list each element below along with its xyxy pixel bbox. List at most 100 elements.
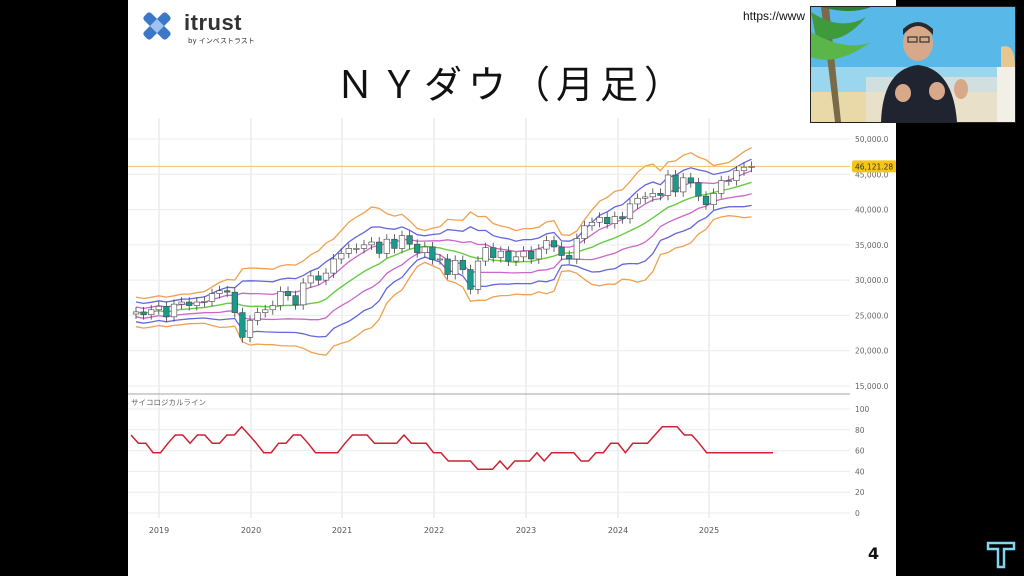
channel-t-icon (986, 541, 1016, 569)
x-tick-label: 2019 (149, 526, 169, 535)
candle-body (269, 305, 276, 311)
candle-body (452, 260, 459, 275)
band-1sigma-upper (135, 170, 752, 310)
candle-body (573, 238, 580, 260)
candle-body (300, 282, 307, 306)
candle-body (353, 248, 360, 250)
indicator-y-tick: 0 (855, 509, 860, 518)
candle-body (292, 295, 299, 306)
slide: itrust by インベストラスト https://www ＮＹダウ（月足） … (128, 0, 896, 576)
candle-body (224, 290, 231, 293)
candle-body (710, 193, 717, 205)
itrust-logo: itrust by インベストラスト (136, 6, 256, 46)
candle-body (535, 248, 542, 260)
candle-body (687, 177, 694, 184)
presenter-webcam (810, 6, 1016, 123)
candle-body (596, 217, 603, 223)
candle-body (497, 250, 504, 258)
candle-body (512, 256, 520, 262)
candle-body (558, 246, 565, 256)
candle-body (239, 312, 246, 338)
candle-body (277, 291, 284, 306)
candle-body (702, 195, 710, 205)
candle-body (528, 250, 535, 260)
candle-body (193, 301, 200, 306)
dow-monthly-chart: 2019 2020 2021 2022 2023 2024 2025 50,000.0 45,0… (128, 118, 896, 538)
candle-body (474, 260, 482, 290)
candle-body (566, 255, 573, 260)
indicator-title: サイコロジカルライン (131, 398, 206, 407)
brand-name: itrust (184, 10, 242, 35)
candle-body (725, 180, 732, 182)
candle-body (262, 309, 269, 313)
candle-body (436, 258, 444, 261)
candle-body (733, 170, 740, 181)
indicator-y-tick: 20 (855, 488, 865, 497)
band-3sigma-lower (135, 215, 752, 356)
candle-body (170, 303, 178, 318)
candle-body (550, 240, 558, 248)
candle-body (467, 269, 474, 290)
candle-body (376, 241, 383, 254)
y-tick-label: 25,000.0 (855, 311, 889, 320)
x-tick-label: 2022 (424, 526, 444, 535)
moving-average-line (135, 181, 752, 315)
candle-body (482, 247, 489, 262)
candle-body (490, 247, 497, 258)
candle-body (649, 193, 656, 198)
candle-body (604, 217, 611, 224)
candle-body (315, 275, 322, 281)
url-text: https://www (743, 9, 806, 23)
candle-body (459, 260, 466, 270)
candle-body (520, 250, 527, 258)
candle-body (642, 196, 649, 199)
candle-body (634, 197, 641, 205)
candle-body (231, 291, 238, 313)
candle-body (322, 272, 330, 281)
current-price-badge (852, 160, 896, 173)
candle-body (718, 180, 725, 194)
candle-body (680, 177, 687, 193)
current-price-label: 46,121.28 (855, 162, 893, 171)
y-tick-label: 30,000.0 (855, 276, 889, 285)
candle-body (360, 244, 368, 249)
y-tick-label: 20,000.0 (855, 347, 889, 356)
candle-body (588, 221, 596, 227)
candle-body (163, 305, 170, 318)
candle-body (246, 320, 254, 338)
candle-body (444, 258, 451, 275)
y-tick-label: 35,000.0 (855, 241, 889, 250)
candle-body (132, 311, 140, 315)
brand-subtitle: by インベストラスト (188, 37, 255, 45)
candle-body (284, 291, 292, 296)
candle-body (345, 248, 352, 254)
candle-body (414, 243, 421, 253)
candle-body (695, 182, 702, 197)
candle-body (383, 238, 390, 254)
band-2sigma-upper (135, 158, 752, 305)
x-tick-label: 2021 (332, 526, 352, 535)
candle-body (581, 225, 588, 239)
candle-body (626, 203, 634, 220)
band-2sigma-lower (135, 204, 752, 338)
candle-body (391, 238, 398, 249)
x-tick-label: 2023 (516, 526, 536, 535)
page-number: 4 (868, 544, 880, 563)
indicator-y-tick: 40 (855, 467, 865, 476)
indicator-y-tick: 80 (855, 426, 865, 435)
candle-body (330, 258, 337, 274)
candle-body (398, 235, 406, 249)
psychological-line (130, 425, 773, 471)
candle-body (254, 312, 261, 321)
y-tick-label: 50,000.0 (855, 135, 889, 144)
candle-body (216, 290, 223, 294)
candle-body (186, 301, 193, 306)
candle-body (406, 235, 413, 245)
candle-body (307, 275, 314, 284)
candle-body (543, 240, 550, 250)
presenter-video (811, 7, 1015, 122)
x-tick-label: 2025 (699, 526, 719, 535)
page-title: ＮＹダウ（月足） (335, 63, 688, 107)
candle-body (338, 253, 345, 260)
candle-body (178, 301, 185, 305)
